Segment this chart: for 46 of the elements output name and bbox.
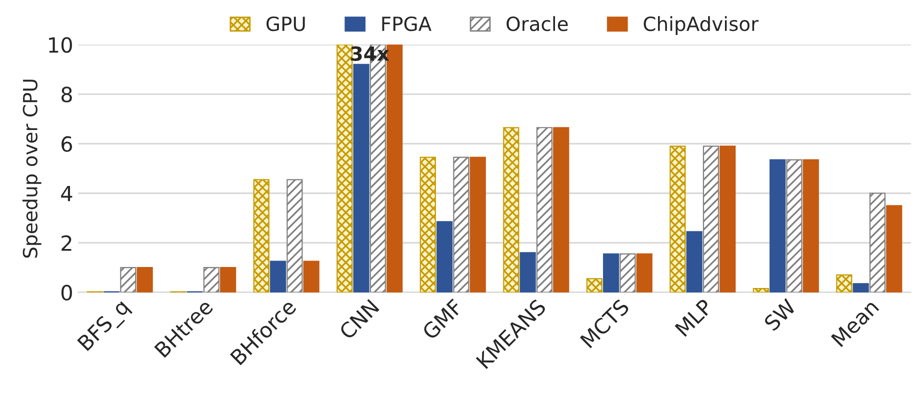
y-tick-label: 0 xyxy=(61,284,72,301)
legend-label: ChipAdvisor xyxy=(644,16,759,35)
bar xyxy=(503,127,520,292)
bar xyxy=(702,146,720,292)
bar xyxy=(836,274,852,292)
bar xyxy=(586,278,602,292)
bar xyxy=(752,288,769,292)
bar xyxy=(802,159,819,292)
bar xyxy=(253,179,270,292)
bar xyxy=(436,221,453,292)
bar xyxy=(786,159,802,292)
bar xyxy=(453,156,470,292)
bar xyxy=(203,267,220,292)
bar xyxy=(470,156,486,292)
bar xyxy=(770,159,786,292)
bar xyxy=(720,146,736,292)
bar xyxy=(536,127,553,292)
y-tick-label: 8 xyxy=(61,86,72,102)
bar xyxy=(553,127,570,292)
bar xyxy=(620,253,636,292)
bar xyxy=(353,64,370,292)
y-tick-label: 4 xyxy=(61,186,72,202)
bar xyxy=(636,253,652,292)
bar xyxy=(270,260,286,292)
y-tick-label: 6 xyxy=(62,136,72,152)
legend-label: GPU xyxy=(266,16,305,32)
x-tick-label: SW xyxy=(763,298,797,332)
bar xyxy=(852,283,869,292)
bar xyxy=(120,267,136,292)
bar xyxy=(603,253,620,292)
bar xyxy=(886,205,902,292)
bar xyxy=(303,260,320,292)
legend-label: FPGA xyxy=(382,16,432,32)
bar xyxy=(670,146,686,292)
bar xyxy=(869,192,886,292)
legend-label: Oracle xyxy=(506,16,568,32)
y-tick-label: 2 xyxy=(62,235,72,251)
y-tick-label: 10 xyxy=(49,37,72,53)
y-axis-title: Speedup over CPU xyxy=(22,80,42,258)
bar xyxy=(420,156,436,292)
bar xyxy=(286,179,303,292)
bar xyxy=(520,252,536,292)
bar xyxy=(336,44,353,292)
bar xyxy=(686,231,702,292)
bar xyxy=(220,267,236,292)
bar xyxy=(136,267,153,292)
